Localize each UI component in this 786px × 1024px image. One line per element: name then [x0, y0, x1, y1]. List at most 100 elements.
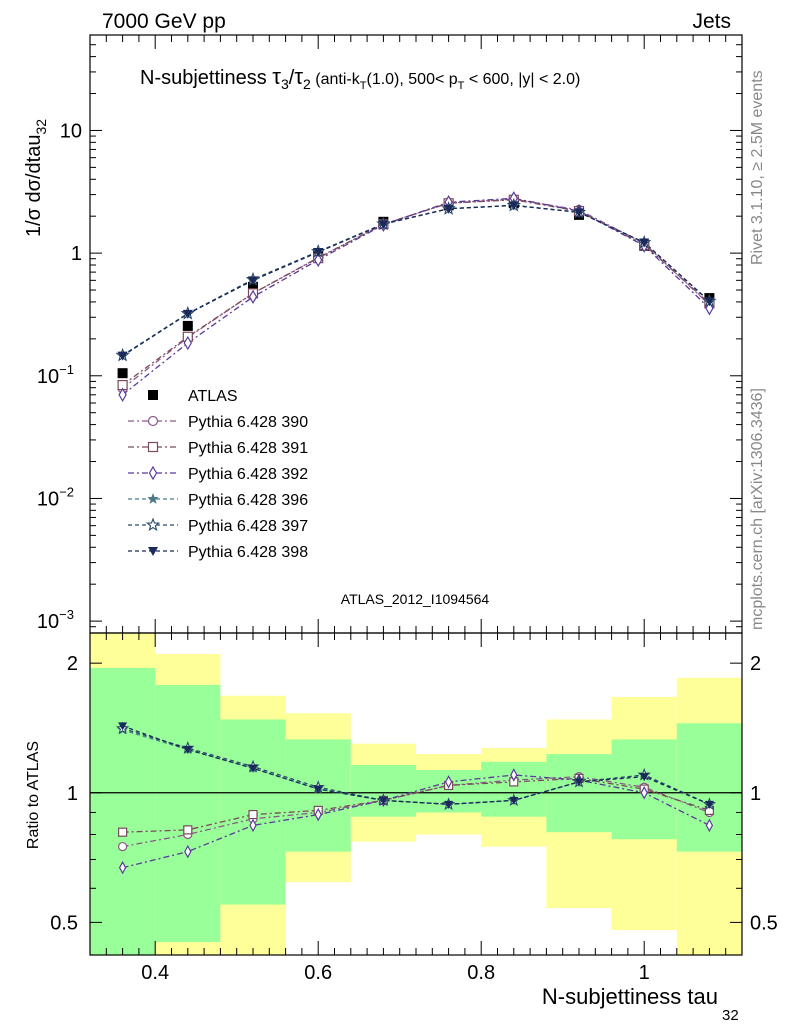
top-y-tick-base: 10	[60, 120, 82, 142]
top-line-p392	[122, 197, 710, 396]
ratio-point-p398-1	[183, 746, 193, 755]
ratio-point-p392-6	[510, 768, 518, 782]
title-cut-b: (1.0), 500< p	[366, 71, 457, 88]
ratio-y-tick-label-right-1: 1	[750, 783, 761, 805]
ratio-point-p391-2	[248, 809, 258, 820]
ratio-point-p398-4	[378, 796, 388, 805]
top-y-tick-base: 1	[71, 243, 82, 265]
top-y-tick-label-3: 1	[71, 243, 82, 265]
title-lead: N-subjettiness	[140, 67, 272, 89]
ratio-point-p390-0	[117, 841, 128, 852]
x-tick-label-2: 0.8	[467, 962, 495, 984]
legend-label-p397: Pythia 6.428 397	[188, 518, 308, 535]
ratio-line-p392	[122, 774, 710, 869]
top-point-p392-0	[118, 387, 127, 402]
title-cut-c: < 600, |y| < 2.0)	[464, 71, 580, 88]
ratio-point-p398-3	[313, 785, 323, 794]
top-point-p398-5	[443, 204, 454, 214]
ratio-axis-label: Ratio to ATLAS	[25, 741, 42, 849]
top-line-p397	[122, 204, 710, 356]
ratio-point-p391-0	[117, 827, 128, 837]
legend-marker-p396	[147, 493, 159, 504]
ratio-y-tick-label-1: 1	[67, 783, 78, 805]
x-tick-label-3: 1	[639, 962, 650, 984]
top-y-tick-base: 10	[37, 366, 59, 388]
legend-marker-p398	[148, 547, 158, 556]
ratio-point-p392-1	[184, 844, 192, 859]
ratio-point-p392-3	[314, 807, 322, 822]
ratio-point-p398-2	[248, 764, 258, 773]
title-slash: /	[289, 67, 295, 89]
ratio-line-p391	[122, 777, 710, 833]
legend-marker-p390	[147, 415, 159, 427]
ratio-y-tick-label-0: 0.5	[50, 912, 78, 934]
x-axis-label-sub: 32	[722, 1007, 739, 1024]
band-inner-0	[90, 667, 156, 955]
top-y-tick-label-1: 10−2	[37, 484, 74, 510]
top-point-p392-2	[248, 289, 258, 305]
top-y-tick-label-2: 10−1	[37, 362, 74, 388]
header-energy-label: 7000 GeV pp	[102, 10, 226, 33]
legend-label-p392: Pythia 6.428 392	[188, 466, 308, 483]
top-y-tick-base: 10	[37, 488, 59, 510]
top-y-tick-label-4: 10	[60, 120, 82, 142]
header-process-label: Jets	[692, 10, 731, 33]
ratio-point-p398-6	[509, 796, 519, 805]
top-y-tick-exp: −1	[59, 362, 74, 377]
x-axis-label: N-subjettiness tau	[542, 984, 718, 1009]
legend-label-p398: Pythia 6.428 398	[188, 544, 308, 561]
top-y-tick-exp: −2	[59, 484, 74, 499]
top-point-p398-3	[313, 248, 324, 258]
y-axis-label-sub: 32	[33, 119, 49, 135]
ratio-point-p398-7	[574, 778, 584, 787]
analysis-watermark: ATLAS_2012_I1094564	[341, 591, 490, 607]
legend-label-data: ATLAS	[188, 388, 238, 405]
ratio-point-p391-1	[183, 825, 193, 835]
top-point-p398-8	[639, 238, 650, 248]
ratio-point-p392-2	[249, 818, 257, 833]
title-sub2: 2	[303, 76, 311, 92]
ratio-point-p392-9	[705, 818, 714, 833]
title-cut-a: (anti-k	[311, 71, 361, 88]
band-inner-1	[155, 684, 221, 943]
legend-marker-p397	[145, 517, 161, 532]
ratio-y-tick-label-right-2: 2	[750, 653, 761, 675]
band-inner-4	[350, 765, 416, 817]
plot-title: N-subjettiness τ3/τ2 (anti-kT(1.0), 500<…	[140, 64, 580, 92]
top-line-p398	[122, 204, 710, 357]
top-point-p398-6	[508, 201, 519, 211]
title-cut-pT: T	[458, 80, 465, 92]
ratio-point-p392-8	[640, 786, 648, 800]
band-inner-3	[285, 739, 351, 852]
legend-marker-p392	[148, 465, 158, 481]
ratio-plot-frame	[89, 632, 743, 956]
series-markers	[115, 191, 717, 875]
band-inner-9	[676, 723, 742, 852]
x-tick-label-0: 0.4	[141, 962, 169, 984]
ratio-y-tick-label-right-0: 0.5	[750, 912, 778, 934]
title-tau2: τ	[294, 64, 303, 89]
top-point-p392-1	[183, 335, 192, 351]
top-point-data-0	[117, 368, 128, 379]
ratio-point-p392-0	[118, 860, 127, 875]
legend-marker-data	[148, 390, 158, 400]
x-axis-label-main: N-subjettiness tau	[542, 984, 718, 1009]
series-lines	[122, 197, 710, 869]
title-tau3: τ	[272, 64, 281, 89]
ratio-point-p398-5	[444, 800, 454, 809]
title-cut-T: T	[360, 80, 367, 92]
top-point-p398-7	[574, 208, 584, 218]
top-y-tick-base: 10	[37, 611, 59, 633]
ratio-line-p398	[122, 725, 710, 805]
legend-label-p390: Pythia 6.428 390	[188, 414, 308, 431]
top-line-p390	[122, 198, 710, 389]
top-line-p391	[122, 199, 710, 386]
legend: ATLAS Pythia 6.428 390 Pythia 6.428 391 Pyt…	[128, 388, 308, 561]
top-y-tick-exp: −3	[59, 607, 74, 622]
top-point-p392-3	[314, 252, 323, 268]
rivet-version-label: Rivet 3.1.10, ≥ 2.5M events	[749, 70, 766, 265]
top-point-data-2	[248, 281, 258, 292]
legend-label-p391: Pythia 6.428 391	[188, 440, 308, 457]
